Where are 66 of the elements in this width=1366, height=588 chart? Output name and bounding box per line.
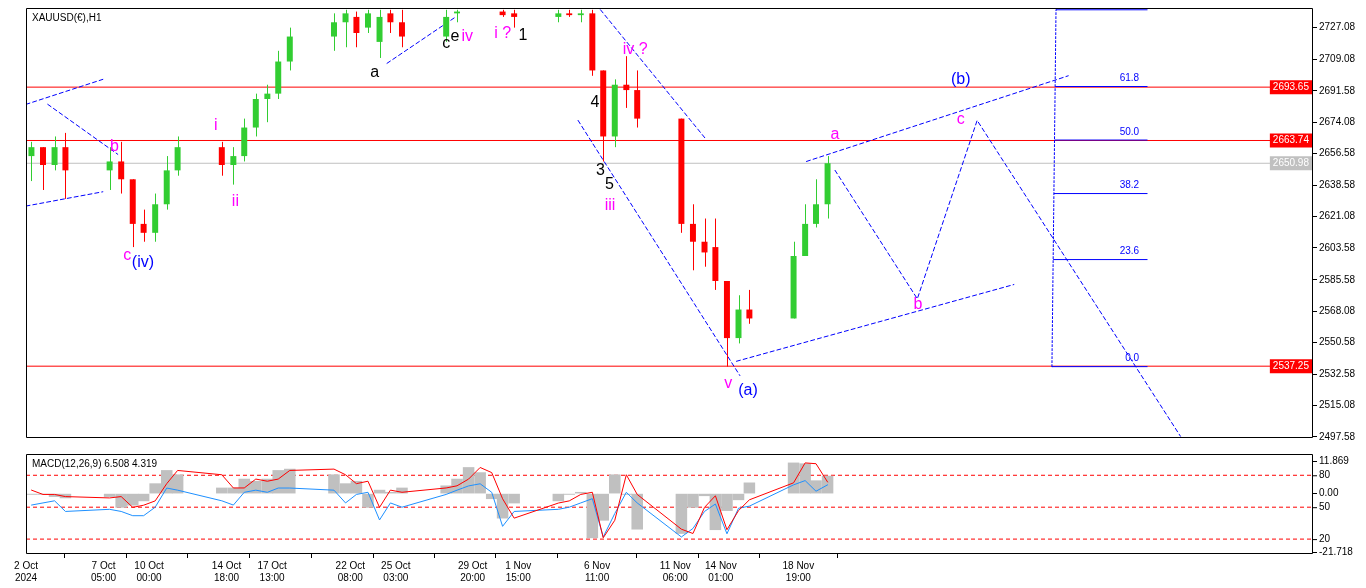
y-tick-label: 2709.08 bbox=[1319, 53, 1356, 65]
ref-line-label: 2663.74 bbox=[1272, 134, 1310, 146]
annotation: 3 bbox=[596, 161, 606, 179]
annotation: 61.8 bbox=[1119, 72, 1140, 84]
y-tick-label: 2585.58 bbox=[1319, 273, 1356, 285]
annotation: 0.0 bbox=[1125, 352, 1140, 364]
y-tick-label: 2727.08 bbox=[1319, 21, 1356, 33]
annotation: 5 bbox=[604, 174, 614, 192]
x-tick-label: 1 Nov 15:00 bbox=[505, 559, 532, 583]
y-tick-label: 2497.58 bbox=[1319, 430, 1356, 442]
y-tick-label: 2550.58 bbox=[1319, 336, 1356, 348]
annotation: 23.6 bbox=[1119, 245, 1140, 257]
x-tick-label: 6 Nov 11:00 bbox=[584, 559, 611, 583]
ref-line-label: 2650.98 bbox=[1272, 157, 1310, 169]
annotation: 4 bbox=[590, 92, 600, 110]
annotation: c bbox=[123, 246, 132, 264]
ref-line-label: 2537.25 bbox=[1272, 359, 1310, 371]
annotation: (b) bbox=[951, 69, 971, 87]
y-tick-label: 2532.58 bbox=[1319, 368, 1356, 380]
y-tick-label: 2603.58 bbox=[1319, 241, 1356, 253]
y2-tick-label: 50 bbox=[1319, 500, 1331, 512]
chart-title: XAUUSD(€),H1 bbox=[32, 11, 102, 23]
x-tick-label: 18 Nov 19:00 bbox=[782, 559, 815, 583]
annotation: a bbox=[830, 125, 840, 143]
annotation: i ? bbox=[494, 24, 512, 42]
y2-tick-label: 20 bbox=[1319, 532, 1331, 544]
y-tick-label: 2691.58 bbox=[1319, 84, 1356, 96]
ref-line-label: 2693.65 bbox=[1272, 80, 1310, 92]
y-tick-label: 2568.08 bbox=[1319, 304, 1356, 316]
y-tick-label: 2674.08 bbox=[1319, 115, 1356, 127]
x-tick-label: 25 Oct 03:00 bbox=[381, 559, 411, 583]
y2-tick-label: 80 bbox=[1319, 469, 1331, 481]
y-tick-label: 2638.58 bbox=[1319, 179, 1356, 191]
chart-title: MACD(12,26,9) 6.508 4.319 bbox=[32, 457, 158, 469]
y-tick-label: 2515.08 bbox=[1319, 399, 1356, 411]
y-tick-label: -21.718 bbox=[1319, 545, 1354, 557]
x-tick-label: 29 Oct 20:00 bbox=[457, 559, 488, 583]
x-tick-label: 17 Oct 13:00 bbox=[257, 559, 288, 583]
annotation: (a) bbox=[738, 380, 758, 398]
y-tick-label: 11.869 bbox=[1319, 455, 1350, 467]
y-tick-label: 0.00 bbox=[1319, 487, 1339, 499]
y-tick-label: 2621.08 bbox=[1319, 210, 1356, 222]
annotation: a bbox=[370, 63, 380, 81]
x-tick-label: 10 Oct 00:00 bbox=[134, 559, 164, 583]
annotation: iv bbox=[461, 27, 474, 45]
annotation: ii bbox=[231, 191, 239, 209]
annotation: (iv) bbox=[131, 252, 155, 270]
annotation: iv ? bbox=[622, 40, 648, 58]
x-tick-label: 14 Nov 01:00 bbox=[704, 559, 737, 583]
annotation: i bbox=[213, 115, 218, 133]
annotation: iii bbox=[604, 195, 616, 213]
x-tick-label: 2 Oct 2024 bbox=[14, 559, 39, 583]
annotation: e bbox=[450, 27, 460, 45]
annotation: v bbox=[724, 374, 733, 392]
annotation: 50.0 bbox=[1119, 125, 1140, 137]
annotation: c bbox=[442, 33, 451, 51]
annotation: b bbox=[913, 294, 923, 312]
x-tick-label: 11 Nov 06:00 bbox=[659, 559, 691, 583]
x-tick-label: 14 Oct 18:00 bbox=[211, 559, 242, 583]
x-tick-label: 22 Oct 08:00 bbox=[335, 559, 366, 583]
annotation: c bbox=[956, 109, 965, 127]
annotation: b bbox=[109, 136, 119, 154]
annotation: 38.2 bbox=[1119, 179, 1140, 191]
y-tick-label: 2656.58 bbox=[1319, 147, 1356, 159]
annotation: 1 bbox=[518, 26, 528, 44]
x-tick-label: 7 Oct 05:00 bbox=[90, 559, 117, 583]
